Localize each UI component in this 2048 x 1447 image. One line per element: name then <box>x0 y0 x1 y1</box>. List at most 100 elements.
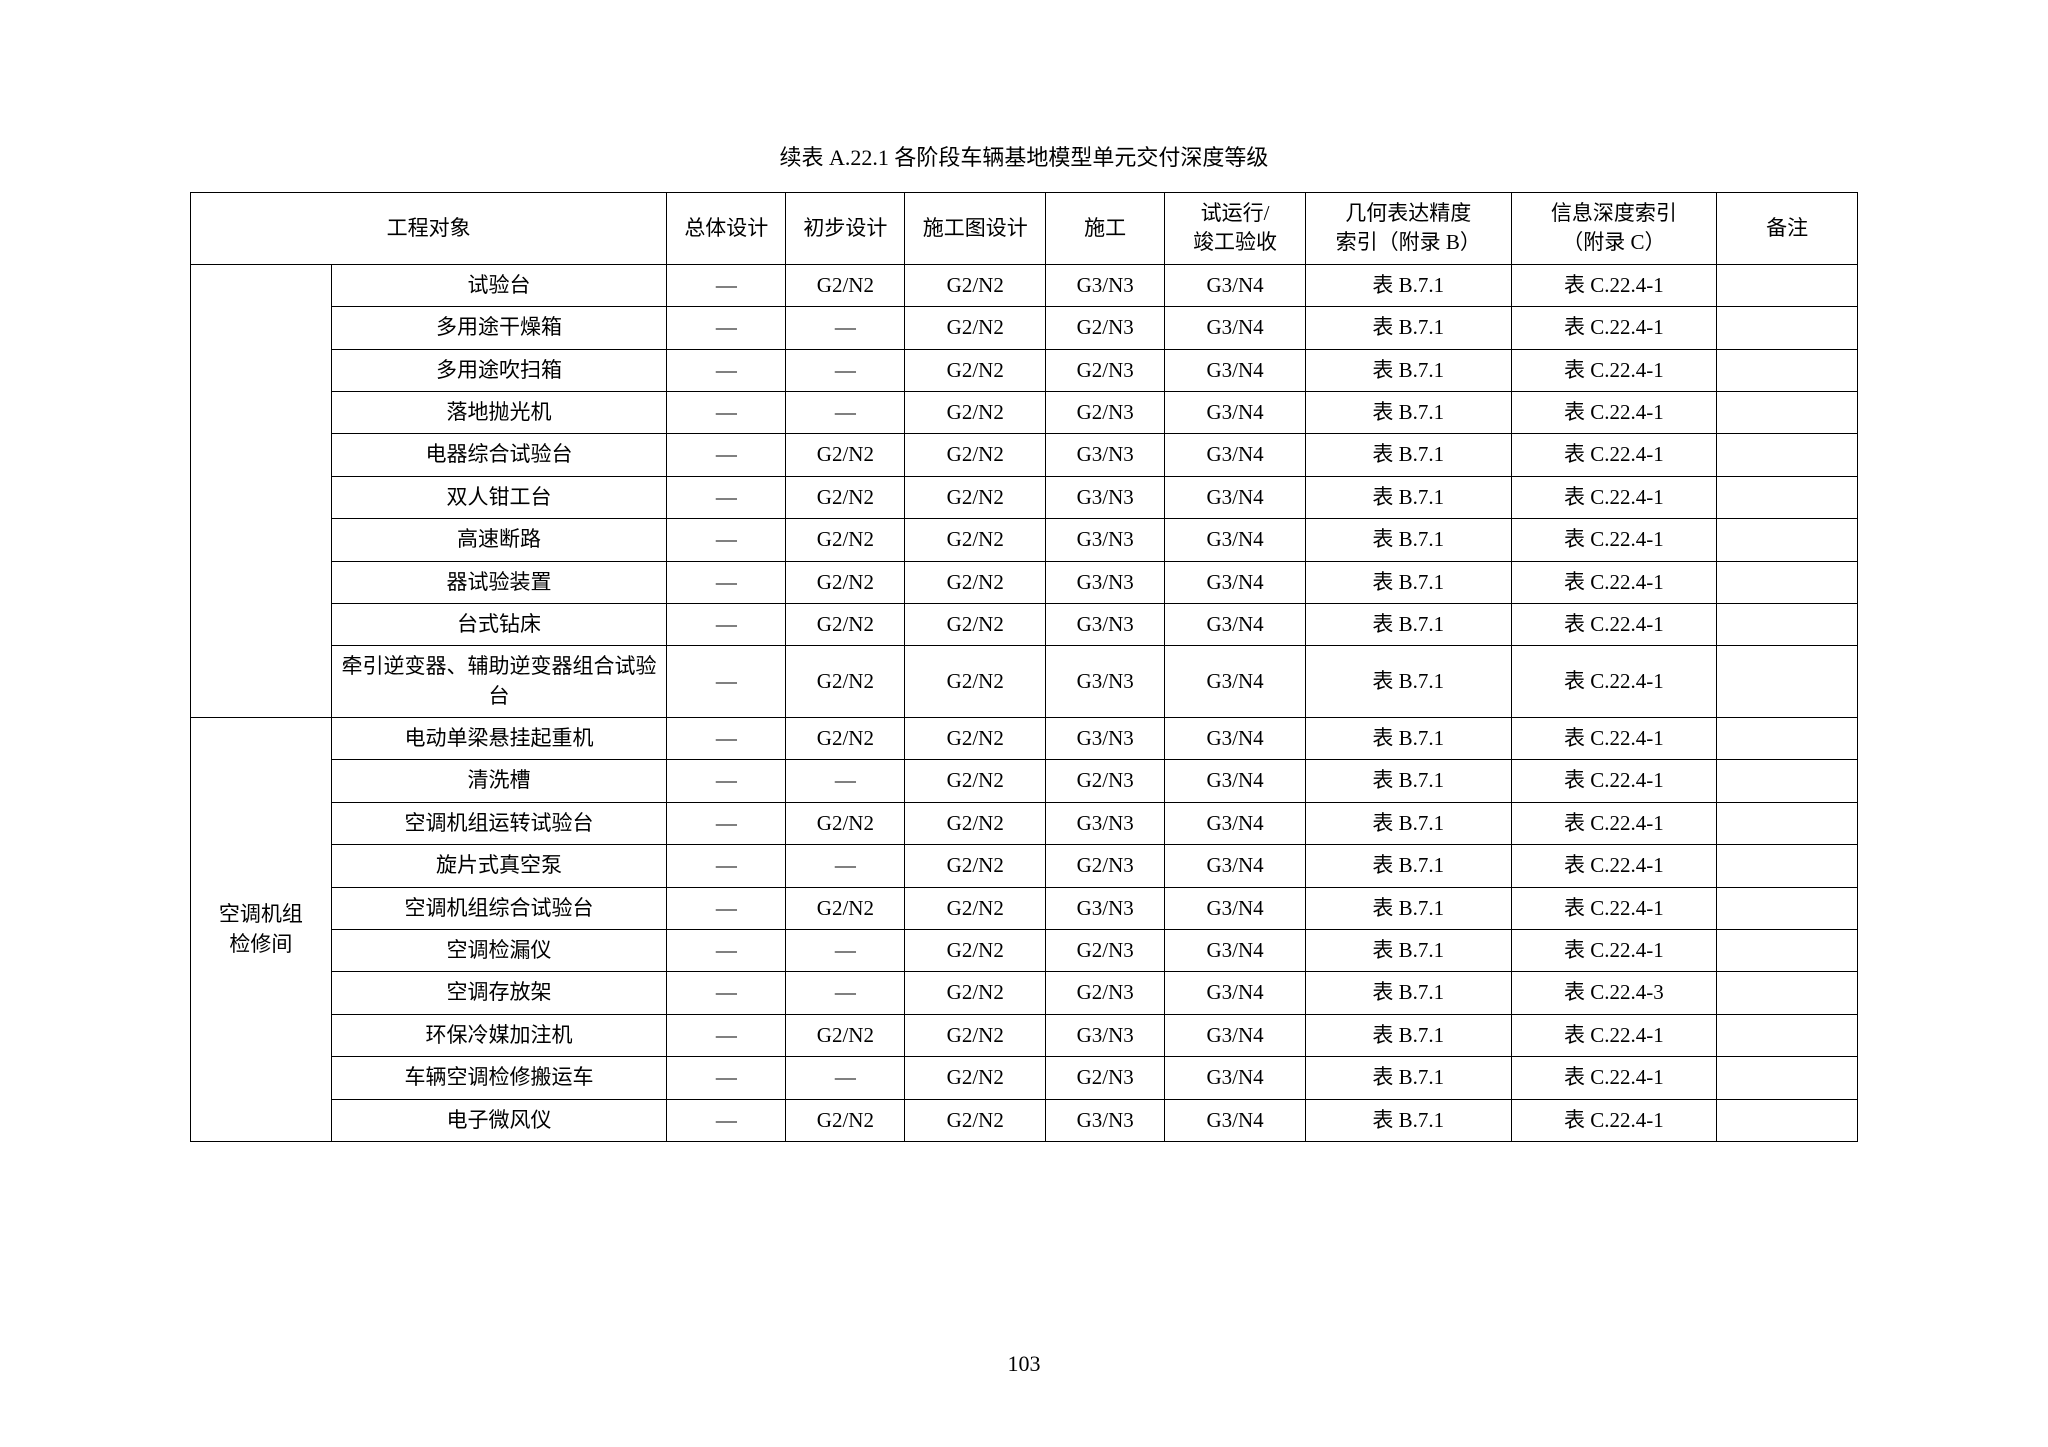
cell: G3/N3 <box>1046 802 1165 844</box>
table-row: 高速断路—G2/N2G2/N2G3/N3G3/N4表 B.7.1表 C.22.4… <box>191 519 1858 561</box>
item-name: 环保冷媒加注机 <box>331 1014 667 1056</box>
cell: G3/N4 <box>1165 760 1306 802</box>
cell: G2/N2 <box>786 646 905 718</box>
cell: 表 C.22.4-1 <box>1511 391 1717 433</box>
cell: 表 C.22.4-1 <box>1511 561 1717 603</box>
item-name: 清洗槽 <box>331 760 667 802</box>
th-prelim: 初步设计 <box>786 193 905 265</box>
cell: — <box>786 760 905 802</box>
cell <box>1717 264 1858 306</box>
cell <box>1717 391 1858 433</box>
cell: — <box>667 349 786 391</box>
cell: G3/N4 <box>1165 603 1306 645</box>
cell: — <box>667 1014 786 1056</box>
cell: G3/N4 <box>1165 349 1306 391</box>
cell: 表 B.7.1 <box>1305 646 1511 718</box>
cell: 表 C.22.4-1 <box>1511 1014 1717 1056</box>
cell: G3/N4 <box>1165 845 1306 887</box>
table-row: 试验台—G2/N2G2/N2G3/N3G3/N4表 B.7.1表 C.22.4-… <box>191 264 1858 306</box>
cell <box>1717 476 1858 518</box>
cell: 表 B.7.1 <box>1305 1057 1511 1099</box>
item-name: 空调存放架 <box>331 972 667 1014</box>
cell: — <box>667 646 786 718</box>
cell: 表 B.7.1 <box>1305 391 1511 433</box>
cell: — <box>667 561 786 603</box>
cell <box>1717 646 1858 718</box>
th-cd: 施工图设计 <box>905 193 1046 265</box>
table-row: 空调机组综合试验台—G2/N2G2/N2G3/N3G3/N4表 B.7.1表 C… <box>191 887 1858 929</box>
cell: G2/N2 <box>905 887 1046 929</box>
cell: 表 B.7.1 <box>1305 887 1511 929</box>
page-number: 103 <box>0 1351 2048 1377</box>
table-row: 电子微风仪—G2/N2G2/N2G3/N3G3/N4表 B.7.1表 C.22.… <box>191 1099 1858 1141</box>
cell: G3/N3 <box>1046 646 1165 718</box>
th-object: 工程对象 <box>191 193 667 265</box>
cell: 表 C.22.4-1 <box>1511 476 1717 518</box>
depot-delivery-table: 工程对象 总体设计 初步设计 施工图设计 施工 试运行/竣工验收 几何表达精度索… <box>190 192 1858 1142</box>
cell: 表 B.7.1 <box>1305 930 1511 972</box>
cell: — <box>667 391 786 433</box>
cell: 表 C.22.4-1 <box>1511 802 1717 844</box>
cell: — <box>667 972 786 1014</box>
cell <box>1717 1099 1858 1141</box>
cell: G3/N4 <box>1165 561 1306 603</box>
cell: 表 B.7.1 <box>1305 476 1511 518</box>
cell: 表 B.7.1 <box>1305 845 1511 887</box>
item-name: 落地抛光机 <box>331 391 667 433</box>
cell: 表 C.22.4-1 <box>1511 1057 1717 1099</box>
cell: 表 B.7.1 <box>1305 1014 1511 1056</box>
item-name: 试验台 <box>331 264 667 306</box>
cell <box>1717 802 1858 844</box>
cell: G2/N3 <box>1046 972 1165 1014</box>
cell <box>1717 1057 1858 1099</box>
cell: 表 C.22.4-1 <box>1511 930 1717 972</box>
cell: — <box>667 264 786 306</box>
cell: 表 C.22.4-1 <box>1511 349 1717 391</box>
cell: G2/N2 <box>905 646 1046 718</box>
cell: G2/N3 <box>1046 307 1165 349</box>
cell: G2/N2 <box>905 930 1046 972</box>
cell: G3/N3 <box>1046 519 1165 561</box>
cell: G2/N2 <box>905 1014 1046 1056</box>
cell: G3/N4 <box>1165 519 1306 561</box>
cell <box>1717 930 1858 972</box>
cell: — <box>667 845 786 887</box>
item-name: 高速断路 <box>331 519 667 561</box>
cell: 表 B.7.1 <box>1305 264 1511 306</box>
cell: G2/N2 <box>905 434 1046 476</box>
cell: G3/N4 <box>1165 434 1306 476</box>
cell <box>1717 561 1858 603</box>
cell: G3/N4 <box>1165 972 1306 1014</box>
cell: G3/N3 <box>1046 1099 1165 1141</box>
cell: G2/N2 <box>905 1099 1046 1141</box>
cell: G2/N2 <box>905 603 1046 645</box>
th-overall: 总体设计 <box>667 193 786 265</box>
cell: G2/N2 <box>786 519 905 561</box>
cell: 表 B.7.1 <box>1305 972 1511 1014</box>
cell: G2/N2 <box>786 603 905 645</box>
group-cell-aircond: 空调机组检修间 <box>191 718 332 1142</box>
cell: G2/N2 <box>905 519 1046 561</box>
cell: 表 C.22.4-1 <box>1511 718 1717 760</box>
cell: G3/N3 <box>1046 603 1165 645</box>
cell: 表 C.22.4-1 <box>1511 887 1717 929</box>
item-name: 双人钳工台 <box>331 476 667 518</box>
cell: G2/N2 <box>905 264 1046 306</box>
table-body: 试验台—G2/N2G2/N2G3/N3G3/N4表 B.7.1表 C.22.4-… <box>191 264 1858 1141</box>
table-row: 多用途吹扫箱——G2/N2G2/N3G3/N4表 B.7.1表 C.22.4-1 <box>191 349 1858 391</box>
cell: G2/N2 <box>786 887 905 929</box>
item-name: 空调机组运转试验台 <box>331 802 667 844</box>
cell: G3/N4 <box>1165 264 1306 306</box>
cell: G3/N4 <box>1165 930 1306 972</box>
cell: — <box>667 930 786 972</box>
cell: — <box>786 930 905 972</box>
th-trial: 试运行/竣工验收 <box>1165 193 1306 265</box>
table-row: 空调存放架——G2/N2G2/N3G3/N4表 B.7.1表 C.22.4-3 <box>191 972 1858 1014</box>
item-name: 多用途吹扫箱 <box>331 349 667 391</box>
cell: G2/N3 <box>1046 1057 1165 1099</box>
cell: — <box>786 391 905 433</box>
cell: 表 B.7.1 <box>1305 1099 1511 1141</box>
cell: G2/N2 <box>905 349 1046 391</box>
cell: G3/N4 <box>1165 802 1306 844</box>
cell <box>1717 1014 1858 1056</box>
